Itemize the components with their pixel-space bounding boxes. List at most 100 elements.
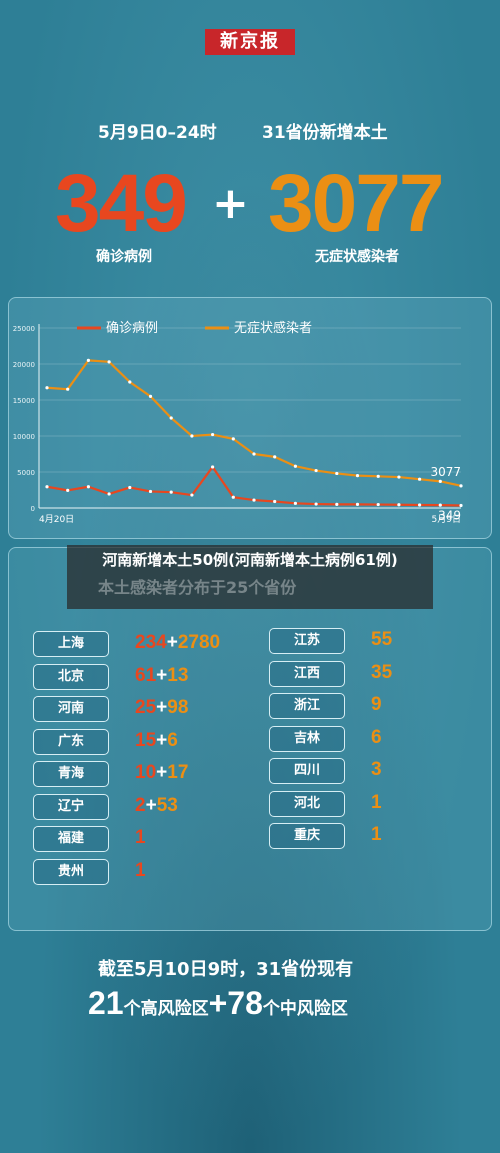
province-value: 10+17 [135,760,188,786]
data-point [148,394,153,398]
data-point [128,380,132,384]
province-plus: + [166,632,178,653]
data-point [169,490,173,494]
footer-line2: 21个高风险区+78个中风险区 [88,985,348,1022]
data-point [190,493,194,497]
province-confirmed: 234 [135,632,167,653]
province-name: 河南 [33,696,109,722]
trend-chart-panel: 0 5000 10000 15000 20000 25000 4月20日 5月9日 确诊病例 无症… [8,297,492,539]
data-point [397,475,401,479]
x-tick-label: 4月20日 [39,514,74,525]
province-asymptomatic: 1 [371,824,382,845]
data-point [376,474,380,478]
asymptomatic-total: 3077 [268,158,444,249]
y-tick-label: 20000 [13,361,35,369]
headline-plus: + [212,178,249,229]
province-name: 贵州 [33,858,109,885]
province-name: 四川 [269,758,345,784]
y-tick-label: 10000 [13,433,35,441]
data-point [252,452,256,456]
data-point [231,495,235,499]
data-point [314,502,318,506]
province-value: 2+53 [135,793,178,819]
province-asymptomatic: 55 [371,629,393,650]
province-asymptomatic: 35 [371,661,393,683]
series-line [46,359,462,487]
caption-text: 河南新增本土50例(河南新增本土病例61例) [102,551,398,569]
data-point [293,501,297,505]
province-confirmed: 2 [135,794,146,816]
data-point [190,434,194,438]
province-plus: + [156,762,168,783]
province-asymptomatic: 6 [167,729,178,751]
province-name: 上海 [33,631,109,657]
province-confirmed: 10 [135,762,157,783]
province-asymptomatic: 3 [371,759,382,780]
data-point [45,485,49,489]
data-point [211,465,215,469]
province-name: 北京 [33,663,109,690]
province-asymptomatic: 53 [156,794,178,816]
legend-label: 无症状感染者 [234,320,312,336]
province-name: 重庆 [269,823,345,849]
province-confirmed: 1 [135,859,146,881]
data-point [335,471,339,476]
province-confirmed: 15 [135,729,157,751]
xinjingbao-logo: 新京报 [205,29,295,55]
caption-underlay-text: 本土感染者分布于25个省份 [98,578,297,597]
x-tick-label: 5月9日 [432,514,461,525]
province-confirmed: 1 [135,827,146,848]
data-point [86,485,90,489]
data-point [376,502,380,507]
province-asymptomatic: 9 [371,694,382,715]
data-point [169,416,173,420]
y-tick-label: 5000 [17,469,35,477]
y-tick-label: 15000 [13,397,35,405]
data-point [335,502,339,506]
data-point [66,387,70,391]
high-risk-label: 个高风险区 [123,999,209,1019]
province-asymptomatic: 2780 [177,632,221,653]
province-name: 青海 [33,761,109,787]
data-point [252,498,256,502]
province-name: 辽宁 [33,793,109,820]
province-value: 234+2780 [135,630,220,656]
data-point [66,488,70,492]
trend-chart: 0 5000 10000 15000 20000 25000 4月20日 5月9日 确诊病例 无症… [13,320,463,525]
data-point [45,386,49,390]
province-name: 河北 [269,790,345,817]
province-value: 1 [135,858,146,884]
province-plus: + [145,794,157,816]
province-name: 吉林 [269,725,345,752]
province-value: 1 [135,825,146,851]
mid-risk-label: 个中风险区 [262,999,348,1019]
legend-label: 确诊病例 [106,321,158,336]
province-value: 25+98 [135,695,188,721]
data-point [438,479,442,483]
data-point [107,492,111,496]
province-name: 江苏 [269,628,345,654]
y-tick-label: 25000 [13,325,35,333]
data-point [86,358,90,362]
mid-risk-count: 78 [227,985,263,1021]
province-name: 广东 [33,728,109,755]
high-risk-count: 21 [88,985,124,1021]
caption-overlay [67,545,433,609]
data-point [273,499,277,504]
data-point [107,360,111,364]
province-asymptomatic: 98 [167,697,189,718]
province-name: 福建 [33,826,109,852]
province-asymptomatic: 1 [371,791,382,813]
data-point [211,432,215,437]
province-asymptomatic: 6 [371,726,382,748]
data-point [418,503,422,507]
province-plus: + [156,729,168,751]
data-point [273,455,277,459]
data-point [459,484,463,488]
footer-plus: + [208,985,228,1021]
province-plus: + [156,697,168,718]
data-point [231,437,235,441]
province-plus: + [156,664,168,686]
province-confirmed: 25 [135,697,157,718]
data-point [397,503,401,507]
